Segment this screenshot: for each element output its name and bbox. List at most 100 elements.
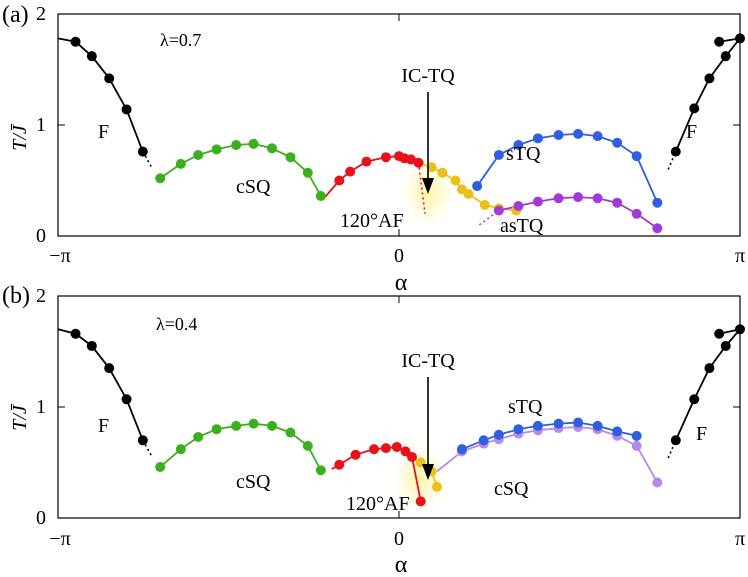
panel-b-label: (b) xyxy=(2,283,30,309)
panel-a-point-cSQ-9 xyxy=(315,191,326,202)
panel-b-point-sTQ-4 xyxy=(532,420,543,431)
panel-b-y-label: T/J̄ xyxy=(9,404,31,431)
panel-a-point-cSQ-3 xyxy=(211,144,222,155)
panel-b-point-cSQ-1 xyxy=(175,444,186,455)
panel-b-point-F-right-5 xyxy=(714,328,725,339)
panel-a-ictq-label: IC-TQ xyxy=(401,65,455,87)
panel-a-point-cSQ-8 xyxy=(302,167,313,178)
panel-a-point-sTQ-2 xyxy=(513,139,524,150)
panel-a-point-F-left-3 xyxy=(104,73,115,84)
panel-a-region-sTQ: sTQ xyxy=(506,143,541,165)
panel-a-point-F-right-2 xyxy=(704,73,715,84)
panel-b-ictq-label: IC-TQ xyxy=(401,350,455,372)
panel-a-point-asTQ-4 xyxy=(573,192,584,203)
panel-b-point-F-left-3 xyxy=(104,363,115,374)
panel-b-point-120AF-1 xyxy=(334,459,345,470)
panel-b-point-cSQ-right-10 xyxy=(631,440,642,451)
panel-a-point-asTQ-2 xyxy=(532,196,543,207)
panel-b-point-sTQ-0 xyxy=(456,444,467,455)
panel-b-y-axis-title: T/J̄ xyxy=(9,404,31,431)
panel-a-point-cSQ-6 xyxy=(267,143,278,154)
panel-a: (a) T/J̄ 0 1 2 −π 0 π α λ=0.7 F F cSQ 12… xyxy=(2,2,745,296)
panel-b-point-sTQ-6 xyxy=(573,417,584,428)
panel-b-point-F-right-3 xyxy=(720,340,731,351)
panel-b-point-120AF-7 xyxy=(407,451,418,462)
panel-b-point-F-right-2 xyxy=(704,363,715,374)
panel-b-ictq-glow xyxy=(394,442,446,514)
panel-b-point-cSQ-6 xyxy=(267,420,278,431)
panel-a-point-asTQ-6 xyxy=(612,197,623,208)
panel-a-point-sTQ-4 xyxy=(553,129,564,140)
panel-b-region-sTQ: sTQ xyxy=(508,396,543,418)
panel-a-y-axis-title: T/J̄ xyxy=(9,124,31,151)
panel-b-point-120AF-3 xyxy=(369,444,380,455)
panel-a-point-sTQ-7 xyxy=(612,137,623,148)
panel-b-point-120AF-8 xyxy=(415,496,426,507)
panel-a-point-asTQ-3 xyxy=(553,193,564,204)
panel-a-point-120AF-1 xyxy=(334,175,345,186)
panel-b-point-cSQ-3 xyxy=(211,424,222,435)
panel-a-ytick-0: 0 xyxy=(36,225,46,247)
panel-b-point-F-right-0 xyxy=(670,435,681,446)
panel-a-point-IC-TQ-5 xyxy=(463,188,474,199)
panel-a-point-120AF-2 xyxy=(345,166,356,177)
panel-b-point-120AF-5 xyxy=(391,441,402,452)
panel-b-point-cSQ-7 xyxy=(285,427,296,438)
panel-a-line-120AF-boundary xyxy=(417,162,426,214)
panel-b-region-F-left: F xyxy=(98,415,109,437)
panel-b-point-cSQ-4 xyxy=(231,420,242,431)
panel-a-point-F-right-3 xyxy=(720,51,731,62)
panel-a-point-cSQ-4 xyxy=(231,139,242,150)
panel-a-ticks xyxy=(57,13,741,237)
panel-a-point-F-right-1 xyxy=(689,103,700,114)
panel-a-point-cSQ-2 xyxy=(193,149,204,160)
panel-a-line-cSQ xyxy=(159,142,322,197)
panel-a-x-label: α xyxy=(395,270,408,296)
panel-a-point-cSQ-5 xyxy=(248,138,259,149)
panel-b-point-F-left-5 xyxy=(137,435,148,446)
panel-b-point-sTQ-5 xyxy=(553,418,564,429)
panel-a-point-cSQ-0 xyxy=(155,173,166,184)
panel-a-point-IC-TQ-6 xyxy=(479,199,490,210)
panel-a-lambda: λ=0.7 xyxy=(160,30,201,50)
panel-b-point-sTQ-9 xyxy=(631,430,642,441)
panel-b-line-cSQ-right xyxy=(436,426,659,483)
panel-b-xtick-0: 0 xyxy=(394,528,404,550)
panel-a-point-120AF-4 xyxy=(380,152,391,163)
panel-b-point-120AF-2 xyxy=(350,449,361,460)
panel-b-xtick-neg-pi: −π xyxy=(49,528,70,550)
panel-b-point-cSQ-8 xyxy=(302,440,313,451)
panel-a-ictq-arrow xyxy=(422,92,434,194)
panel-a-point-sTQ-3 xyxy=(532,133,543,144)
panel-a-point-asTQ-8 xyxy=(652,223,663,234)
panel-b-ytick-2: 2 xyxy=(36,285,46,307)
panel-b-point-F-right-4 xyxy=(735,324,745,335)
panel-a-ytick-2: 2 xyxy=(36,3,46,25)
panel-a-point-IC-TQ-3 xyxy=(450,175,461,186)
panel-a-point-asTQ-1 xyxy=(513,201,524,212)
panel-b-point-cSQ-9 xyxy=(315,465,326,476)
panel-a-point-120AF-8 xyxy=(413,157,424,168)
panel-a-point-F-left-1 xyxy=(70,36,81,47)
panel-b-point-F-left-1 xyxy=(70,328,81,339)
panel-a-ytick-1: 1 xyxy=(36,114,46,136)
panel-a-point-F-right-5 xyxy=(714,36,725,47)
panel-a-xtick-0: 0 xyxy=(394,245,404,267)
panel-a-point-sTQ-9 xyxy=(652,197,663,208)
panel-a-series xyxy=(57,33,745,234)
panel-a-label: (a) xyxy=(2,2,29,28)
panel-b-point-sTQ-7 xyxy=(592,420,603,431)
panel-b-x-label: α xyxy=(395,552,408,577)
panel-a-point-sTQ-8 xyxy=(631,151,642,162)
panel-b-point-sTQ-1 xyxy=(478,435,489,446)
panel-b-point-sTQ-3 xyxy=(513,424,524,435)
panel-b-line-sTQ xyxy=(461,421,637,451)
panel-a-y-label: T/J̄ xyxy=(9,124,31,151)
panel-a-point-F-left-4 xyxy=(121,104,132,115)
panel-b-series xyxy=(57,324,745,507)
panel-b-region-120AF: 120°AF xyxy=(346,493,410,515)
panel-a-point-IC-TQ-2 xyxy=(437,167,448,178)
panel-a-line-sTQ xyxy=(476,132,659,204)
panel-b-ictq-arrow xyxy=(422,377,434,480)
panel-a-point-asTQ-0 xyxy=(493,205,504,216)
